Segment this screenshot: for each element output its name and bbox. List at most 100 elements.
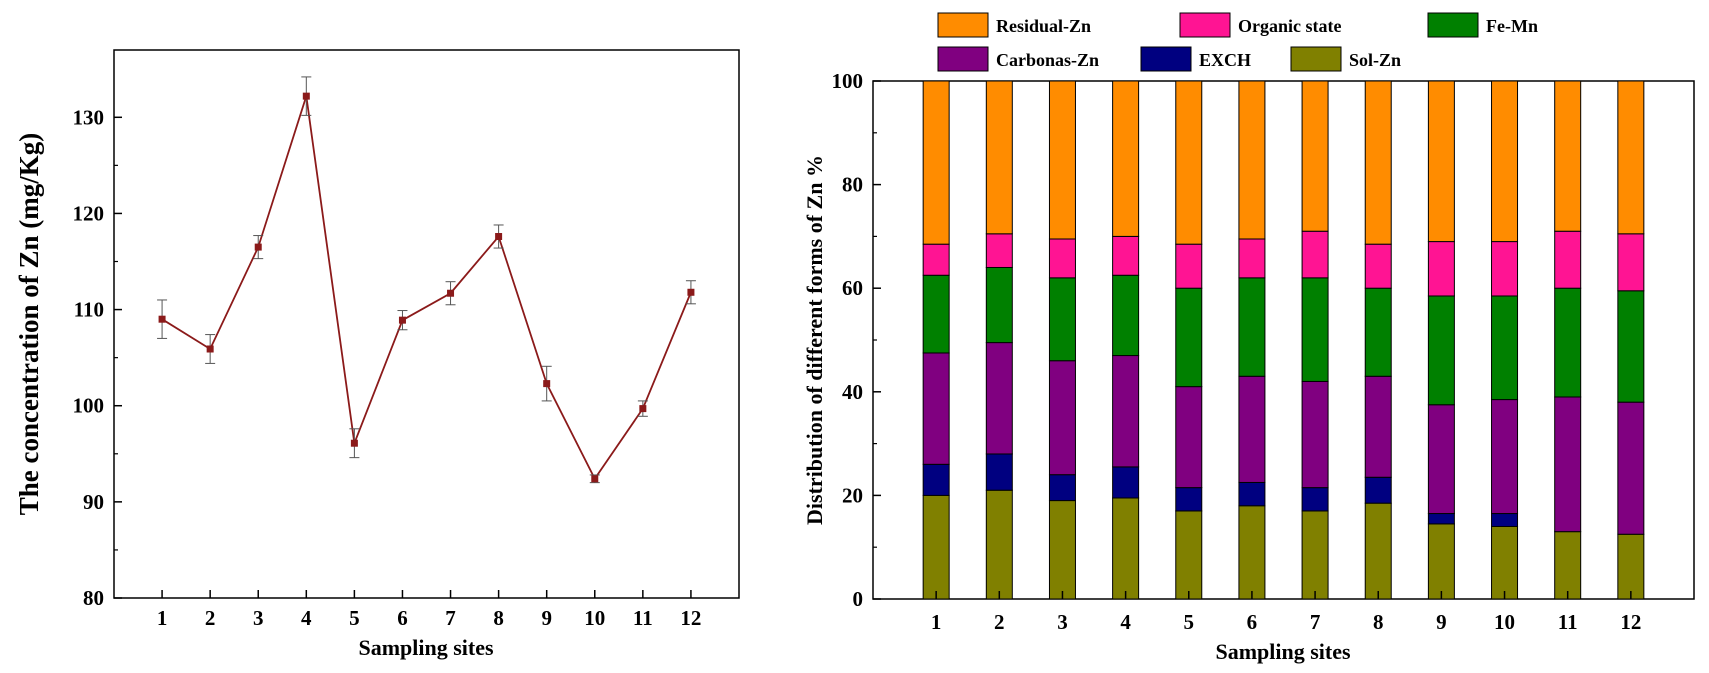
bar-segment-exch — [1364, 476, 1392, 504]
bar-segment-organic-state — [1554, 230, 1582, 289]
bar-x-tick-label: 6 — [1247, 610, 1258, 634]
bar-segment-carbonas-zn — [1554, 396, 1582, 533]
bar-chart: Residual-Zn Organic state Fe-Mn Carbonas-Zn… — [802, 12, 1695, 664]
bar-segment-organic-state — [1617, 233, 1645, 292]
bar-segment-fe-mn — [922, 274, 950, 354]
bar-segment-exch — [1175, 487, 1203, 512]
line-data-point — [254, 243, 262, 251]
line-data-point — [591, 475, 599, 483]
bar-segment-fe-mn — [1491, 295, 1519, 401]
bar-segment-exch — [1112, 466, 1140, 499]
line-x-tick-label: 4 — [301, 606, 312, 630]
line-data-point — [350, 439, 358, 447]
line-x-tick-label: 3 — [253, 606, 264, 630]
bar-segment-residual-zn — [1175, 80, 1203, 245]
bar-chart-y-axis-title: Distribution of different forms of Zn % — [802, 155, 827, 525]
bar-segment-organic-state — [1364, 243, 1392, 289]
bar-segment-fe-mn — [1238, 277, 1266, 377]
bar-segment-residual-zn — [1112, 80, 1140, 237]
line-chart-series — [157, 76, 696, 484]
legend-label: Organic state — [1238, 16, 1341, 36]
bar-segment-residual-zn — [1617, 80, 1645, 235]
line-x-tick-label: 7 — [445, 606, 456, 630]
bar-segment-exch — [1238, 481, 1266, 507]
bar-segment-carbonas-zn — [1364, 375, 1392, 478]
line-y-tick-label: 80 — [83, 586, 104, 610]
bar-segment-fe-mn — [1301, 277, 1329, 382]
line-data-point — [302, 92, 310, 100]
line-chart-y-axis: 80 90 100 110 120 130 — [73, 105, 122, 610]
bar-segment-fe-mn — [1427, 295, 1455, 406]
legend-label: Carbonas-Zn — [996, 50, 1099, 70]
bar-x-tick-label: 11 — [1558, 610, 1578, 634]
bar-y-tick-label: 0 — [853, 587, 864, 611]
bar-segment-residual-zn — [1048, 80, 1076, 240]
bar-segment-sol-zn — [1617, 533, 1645, 600]
bar-segment-carbonas-zn — [985, 342, 1013, 455]
bar-segment-carbonas-zn — [1048, 360, 1076, 476]
bar-segment-fe-mn — [985, 266, 1013, 344]
bar-segment-carbonas-zn — [1301, 380, 1329, 489]
bar-segment-exch — [1048, 474, 1076, 502]
bar-segment-organic-state — [1301, 230, 1329, 279]
bar-segment-residual-zn — [922, 80, 950, 245]
line-chart-x-axis: 1 2 3 4 5 6 7 8 9 10 11 12 — [157, 590, 701, 630]
line-x-tick-label: 10 — [584, 606, 605, 630]
bar-y-tick-label: 60 — [842, 276, 863, 300]
line-y-tick-label: 90 — [83, 490, 104, 514]
line-data-point — [158, 315, 166, 323]
bar-segment-sol-zn — [1364, 502, 1392, 600]
bar-segment-residual-zn — [1554, 80, 1582, 232]
bar-x-tick-label: 2 — [994, 610, 1005, 634]
bar-x-tick-label: 5 — [1184, 610, 1195, 634]
line-data-point — [495, 233, 503, 241]
line-data-point — [447, 289, 455, 297]
bar-x-tick-label: 4 — [1120, 610, 1131, 634]
bar-x-tick-label: 7 — [1310, 610, 1321, 634]
line-x-tick-label: 5 — [349, 606, 360, 630]
bar-segment-residual-zn — [1364, 80, 1392, 245]
bar-segment-organic-state — [1238, 238, 1266, 279]
legend-swatch-residual-zn — [937, 12, 989, 38]
line-data-point — [543, 380, 551, 388]
legend-swatch-sol-zn — [1290, 46, 1342, 72]
legend-label: EXCH — [1199, 50, 1251, 70]
bar-segment-fe-mn — [1554, 287, 1582, 398]
bar-segment-residual-zn — [1491, 80, 1519, 243]
bar-segment-residual-zn — [1301, 80, 1329, 232]
legend-swatch-organic-state — [1179, 12, 1231, 38]
line-data-point — [206, 345, 214, 353]
legend-label: Fe-Mn — [1486, 16, 1538, 36]
line-y-tick-label: 110 — [74, 298, 104, 322]
bar-segment-fe-mn — [1617, 290, 1645, 403]
bar-y-tick-label: 80 — [842, 173, 863, 197]
bar-segment-sol-zn — [1238, 505, 1266, 600]
bar-segment-sol-zn — [1048, 500, 1076, 600]
bar-segment-sol-zn — [1427, 523, 1455, 600]
bar-segment-sol-zn — [1554, 531, 1582, 600]
line-series-path — [161, 95, 692, 481]
bar-y-tick-label: 100 — [832, 69, 864, 93]
bar-segment-organic-state — [1427, 241, 1455, 297]
bar-x-tick-label: 12 — [1620, 610, 1641, 634]
legend-label: Sol-Zn — [1349, 50, 1401, 70]
bar-x-tick-label: 1 — [931, 610, 942, 634]
line-y-tick-label: 130 — [73, 105, 105, 129]
line-chart-y-axis-title: The concentration of Zn (mg/Kg) — [14, 133, 44, 515]
line-x-tick-label: 9 — [541, 606, 552, 630]
bar-x-tick-label: 8 — [1373, 610, 1384, 634]
bar-segment-fe-mn — [1112, 274, 1140, 357]
bar-segment-carbonas-zn — [922, 352, 950, 465]
bar-x-tick-label: 3 — [1057, 610, 1068, 634]
bar-segment-sol-zn — [1301, 510, 1329, 600]
line-chart-plot-frame — [113, 49, 740, 599]
line-data-point — [639, 405, 647, 413]
line-y-tick-label: 120 — [73, 201, 105, 225]
bar-segment-fe-mn — [1048, 277, 1076, 362]
bar-chart-legend: Residual-Zn Organic state Fe-Mn Carbonas-Zn… — [937, 12, 1538, 72]
line-x-tick-label: 12 — [680, 606, 701, 630]
bar-segment-carbonas-zn — [1238, 375, 1266, 483]
bar-segment-organic-state — [922, 243, 950, 276]
bar-y-tick-label: 20 — [842, 483, 863, 507]
legend-swatch-exch — [1140, 46, 1192, 72]
